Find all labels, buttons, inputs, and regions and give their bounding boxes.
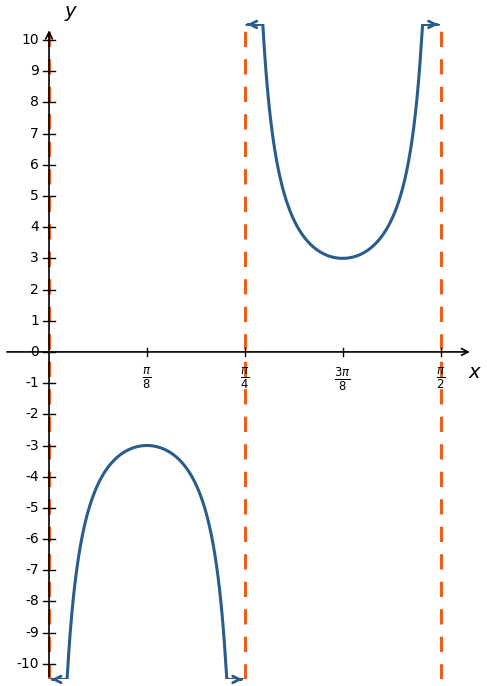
Text: 6: 6	[30, 158, 39, 172]
Text: -9: -9	[25, 626, 39, 639]
Text: $\frac{3\pi}{8}$: $\frac{3\pi}{8}$	[335, 366, 351, 393]
Text: 7: 7	[30, 127, 39, 141]
Text: 4: 4	[30, 220, 39, 234]
Text: 10: 10	[21, 33, 39, 47]
Text: -6: -6	[25, 532, 39, 546]
Text: 0: 0	[30, 345, 39, 359]
Text: 1: 1	[30, 314, 39, 328]
Text: -10: -10	[17, 657, 39, 671]
Text: -3: -3	[25, 438, 39, 453]
Text: -8: -8	[25, 595, 39, 608]
Text: $\frac{\pi}{8}$: $\frac{\pi}{8}$	[142, 366, 151, 391]
Text: -4: -4	[25, 470, 39, 484]
Text: 2: 2	[30, 283, 39, 296]
Text: 9: 9	[30, 64, 39, 78]
Text: 3: 3	[30, 251, 39, 265]
Text: -1: -1	[25, 376, 39, 390]
Text: -7: -7	[25, 563, 39, 577]
Text: 5: 5	[30, 189, 39, 203]
Text: -5: -5	[25, 501, 39, 515]
Text: $\frac{\pi}{2}$: $\frac{\pi}{2}$	[436, 366, 445, 391]
Text: $\mathit{x}$: $\mathit{x}$	[468, 363, 482, 382]
Text: -2: -2	[25, 407, 39, 421]
Text: $\frac{\pi}{4}$: $\frac{\pi}{4}$	[240, 366, 249, 391]
Text: 8: 8	[30, 95, 39, 109]
Text: $\mathit{y}$: $\mathit{y}$	[64, 4, 78, 23]
